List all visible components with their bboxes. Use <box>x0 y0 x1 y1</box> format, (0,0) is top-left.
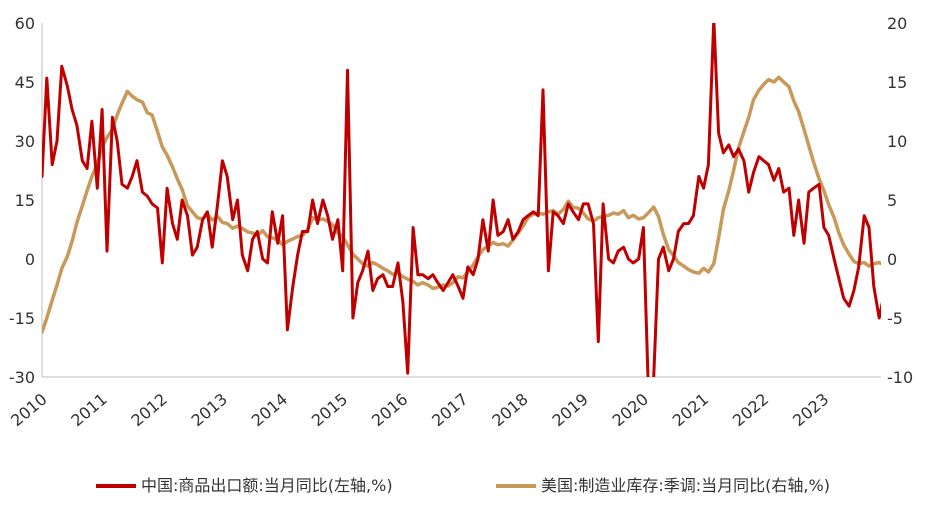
y-left-tick-label: 30 <box>15 132 35 151</box>
x-tick-label: 2019 <box>548 390 591 431</box>
y-right-tick-label: 5 <box>887 191 897 210</box>
x-tick-label: 2018 <box>488 390 531 431</box>
series-line-us-inventory <box>42 75 881 334</box>
y-right-tick-label: 10 <box>887 132 907 151</box>
x-tick-label: 2011 <box>67 390 110 431</box>
y-left-tick-label: 0 <box>25 250 35 269</box>
x-tick-label: 2012 <box>127 390 170 431</box>
x-tick-label: 2010 <box>7 390 50 431</box>
series-line-china-exports <box>42 23 881 377</box>
legend: 中国:商品出口额:当月同比(左轴,%) 美国:制造业库存:季调:当月同比(右轴,%… <box>96 476 830 495</box>
x-tick-label: 2017 <box>428 390 471 431</box>
y-left-tick-label: 60 <box>15 14 35 33</box>
x-tick-label: 2023 <box>789 390 832 431</box>
y-left-tick-label: 45 <box>15 73 35 92</box>
y-left-tick-label: -30 <box>9 368 35 387</box>
x-tick-label: 2013 <box>188 390 231 431</box>
x-tick-label: 2016 <box>368 390 411 431</box>
x-tick-label: 2014 <box>248 390 291 431</box>
x-tick-label: 2021 <box>669 390 712 431</box>
x-tick-label: 2015 <box>308 390 351 431</box>
y-right-tick-label: 15 <box>887 73 907 92</box>
y-left-tick-label: 15 <box>15 191 35 210</box>
legend-label: 中国:商品出口额:当月同比(左轴,%) <box>141 476 393 495</box>
y-left-tick-label: -15 <box>9 309 35 328</box>
x-tick-label: 2020 <box>609 390 652 431</box>
y-right-tick-label: 20 <box>887 14 907 33</box>
legend-label: 美国:制造业库存:季调:当月同比(右轴,%) <box>541 476 830 495</box>
y-right-tick-label: -5 <box>887 309 903 328</box>
y-right-tick-label: 0 <box>887 250 897 269</box>
x-tick-label: 2022 <box>729 390 772 431</box>
series-layer <box>42 23 881 377</box>
y-right-tick-label: -10 <box>887 368 913 387</box>
